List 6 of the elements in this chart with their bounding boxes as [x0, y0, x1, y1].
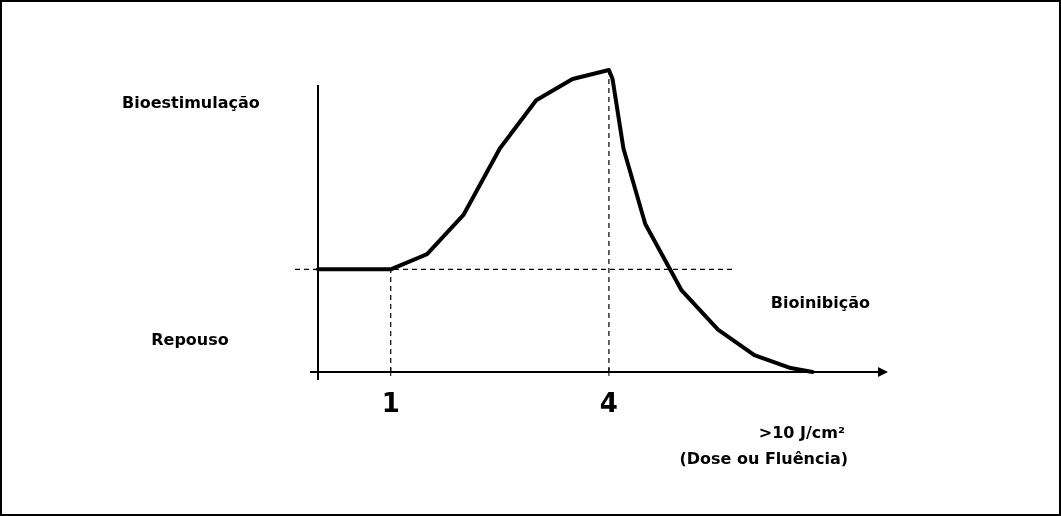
x-axis-title: >10 J/cm² (Dose ou Fluência): [679, 423, 848, 468]
x-tick-label: 4: [599, 388, 618, 418]
y-axis-title: Bioestimulação: [122, 93, 260, 112]
x-tick-label: 1: [381, 388, 400, 418]
annotation: Bioinibição: [770, 293, 870, 312]
text: Repouso: [151, 330, 229, 349]
